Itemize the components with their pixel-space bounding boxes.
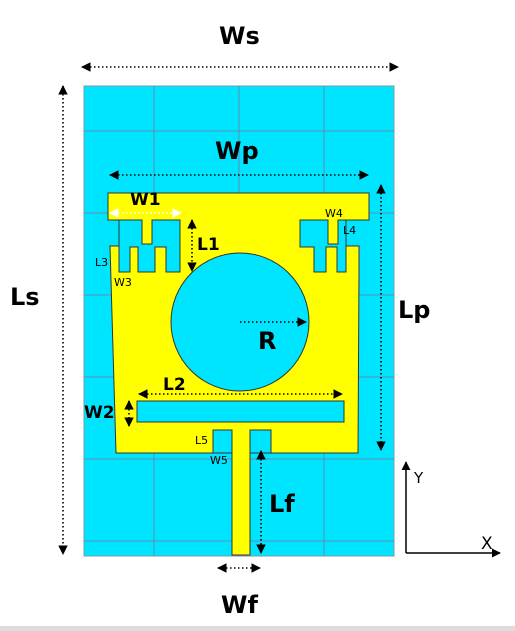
w5-label: W5 xyxy=(210,454,228,467)
x-axis-label: X xyxy=(481,534,493,554)
ws-label: Ws xyxy=(219,22,260,50)
feed-gap-left xyxy=(212,429,233,454)
lf-label: Lf xyxy=(269,490,295,518)
bottom-divider xyxy=(0,626,515,631)
upper-left-slot xyxy=(118,219,181,273)
y-axis-label: Y xyxy=(413,469,424,487)
w2-label: W2 xyxy=(84,403,115,423)
w4-label: W4 xyxy=(325,207,343,220)
w3-label: W3 xyxy=(114,276,132,289)
coordinate-axes xyxy=(401,461,501,558)
horizontal-slot xyxy=(136,400,345,423)
l4-label: L4 xyxy=(343,224,356,237)
upper-right-slot xyxy=(299,219,347,273)
l2-label: L2 xyxy=(163,375,186,395)
r-label: R xyxy=(258,327,276,355)
l3-label: L3 xyxy=(95,256,108,269)
w1-label: W1 xyxy=(130,190,161,210)
l1-label: L1 xyxy=(197,235,220,255)
ls-label: Ls xyxy=(10,283,40,311)
lp-label: Lp xyxy=(398,296,430,324)
wp-label: Wp xyxy=(215,137,259,165)
feed-gap-right xyxy=(249,429,272,454)
wf-label: Wf xyxy=(221,591,258,619)
l5-label: L5 xyxy=(195,434,208,447)
